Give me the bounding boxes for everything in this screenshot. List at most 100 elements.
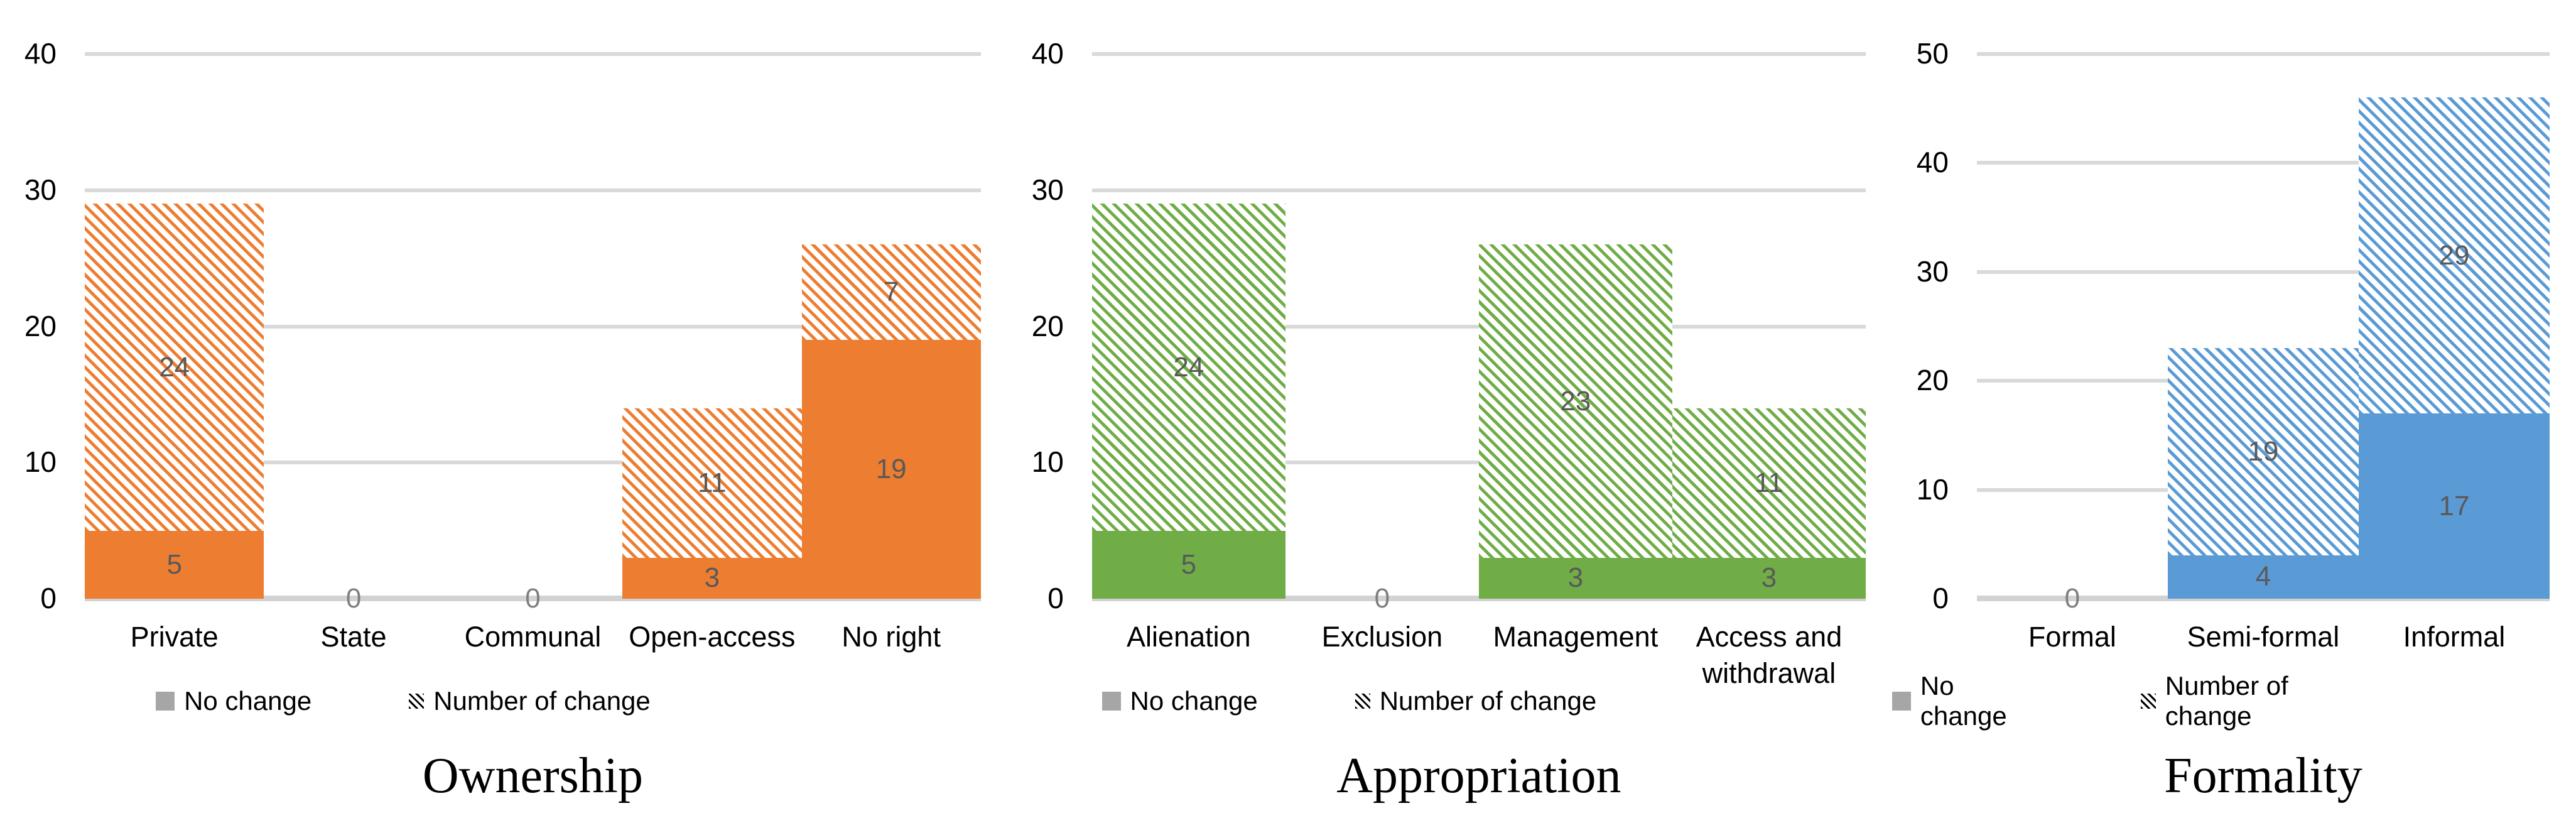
y-tick-label: 0 <box>40 582 57 615</box>
bar-value-no-change: 19 <box>875 454 907 485</box>
y-axis-appropriation: 0 10 20 30 40 <box>1007 0 1092 823</box>
bar-segment-no-change <box>85 530 264 599</box>
legend-solid-square-icon <box>1891 692 1911 711</box>
x-axis-baseline <box>85 596 981 601</box>
legend-item-no-change: No change <box>1891 671 2043 731</box>
bar-segment-no-change <box>1672 557 1866 599</box>
category-label: Semi-formal <box>2187 621 2340 653</box>
bar-segment-number-of-change <box>2167 348 2359 555</box>
gridline <box>1091 188 1866 192</box>
legend-ownership: No change Number of change <box>0 682 806 720</box>
bar-value-zero: 0 <box>525 583 541 614</box>
chart-title-ownership: Ownership <box>422 748 643 804</box>
bar-value-zero: 0 <box>345 583 362 614</box>
y-tick-label: 30 <box>1031 173 1064 206</box>
y-tick-label: 40 <box>24 37 57 70</box>
gridline <box>1976 52 2550 56</box>
legend-label: No change <box>1130 686 1258 716</box>
bar-segment-no-change <box>1478 557 1672 599</box>
bar-segment-number-of-change <box>1672 408 1866 558</box>
category-label: State <box>320 621 387 653</box>
chart-title-formality: Formality <box>2164 748 2362 804</box>
bar-segment-no-change <box>801 340 981 599</box>
bar-segment-number-of-change <box>1478 244 1672 558</box>
legend-item-number-of-change: Number of change <box>1355 686 1597 716</box>
bar-value-no-change: 3 <box>1761 562 1777 594</box>
y-tick-label: 40 <box>1916 146 1949 179</box>
category-label: Informal <box>2403 621 2506 653</box>
bar-value-number-of-change: 24 <box>159 351 190 383</box>
y-tick-label: 20 <box>1916 364 1949 397</box>
y-axis-ownership: 0 10 20 30 40 <box>0 0 85 823</box>
category-label: Open-access <box>629 621 796 653</box>
bar-value-number-of-change: 23 <box>1560 385 1591 417</box>
plot-area-formality: 0 4 19 17 29 <box>1976 52 2550 613</box>
legend-item-no-change: No change <box>156 686 311 716</box>
category-label: Management <box>1493 621 1659 653</box>
bar-value-no-change: 5 <box>1181 548 1197 580</box>
bar-value-number-of-change: 11 <box>1755 467 1783 498</box>
gridline <box>85 188 981 192</box>
category-label: Formal <box>2028 621 2116 653</box>
chart-formality: 0 10 20 30 40 50 0 4 19 17 29 Formal Semi-formal Info… <box>1891 0 2576 823</box>
bar-value-no-change: 3 <box>704 562 720 594</box>
legend-label: No change <box>184 686 312 716</box>
legend-label: Number of change <box>1379 686 1597 716</box>
gridline <box>85 52 981 56</box>
bar-value-number-of-change: 19 <box>2248 435 2279 467</box>
y-axis-formality: 0 10 20 30 40 50 <box>1892 0 1977 823</box>
chart-ownership: 0 10 20 30 40 5 24 0 0 3 11 19 7 Private State Communal… <box>0 0 1007 823</box>
legend-item-number-of-change: Number of change <box>2140 671 2375 731</box>
y-tick-label: 0 <box>1932 582 1949 615</box>
bar-segment-no-change <box>622 557 802 599</box>
gridline <box>1091 52 1866 56</box>
gridline <box>1976 270 2550 274</box>
y-tick-label: 20 <box>24 309 57 342</box>
y-tick-label: 10 <box>1031 445 1064 479</box>
y-tick-label: 20 <box>1031 309 1064 342</box>
category-label: Alienation <box>1127 621 1251 653</box>
plot-area-appropriation: 5 24 0 3 23 3 11 <box>1091 52 1866 613</box>
chart-title-appropriation: Appropriation <box>1336 748 1621 804</box>
bar-segment-no-change <box>2358 413 2550 599</box>
y-tick-label: 50 <box>1916 37 1949 70</box>
bar-value-number-of-change: 7 <box>883 276 899 308</box>
chart-appropriation: 0 10 20 30 40 5 24 0 3 23 3 11 Alienation Exclusion Ma… <box>1007 0 1892 823</box>
legend-hatch-square-icon <box>1355 694 1370 709</box>
bar-value-number-of-change: 11 <box>697 467 727 498</box>
y-tick-label: 0 <box>1047 582 1064 615</box>
category-label: No right <box>842 621 941 653</box>
bar-value-zero: 0 <box>2064 583 2081 614</box>
bar-segment-no-change <box>2167 555 2359 599</box>
y-tick-label: 10 <box>24 445 57 479</box>
legend-hatch-square-icon <box>409 694 425 709</box>
bar-segment-number-of-change <box>801 244 981 341</box>
category-label: Exclusion <box>1321 621 1443 653</box>
y-tick-label: 30 <box>24 173 57 206</box>
category-label: Communal <box>464 621 602 653</box>
legend-label: No change <box>1920 671 2007 731</box>
bar-value-no-change: 5 <box>166 548 182 580</box>
legend-formality: No change Number of change <box>1891 671 2375 731</box>
gridline <box>85 461 981 465</box>
y-tick-label: 40 <box>1031 37 1064 70</box>
gridline <box>1976 161 2550 165</box>
legend-item-no-change: No change <box>1101 686 1258 716</box>
bar-value-zero: 0 <box>1374 583 1390 614</box>
bar-value-number-of-change: 29 <box>2438 239 2470 271</box>
bar-value-no-change: 17 <box>2438 490 2470 521</box>
legend-appropriation: No change Number of change <box>1007 682 1691 720</box>
legend-label: Number of change <box>433 686 651 716</box>
legend-solid-square-icon <box>1101 692 1121 711</box>
legend-hatch-square-icon <box>2140 694 2156 709</box>
category-label: Private <box>130 621 219 653</box>
plot-area-ownership: 5 24 0 0 3 11 19 7 <box>85 52 981 613</box>
category-label: Access and withdrawal <box>1696 621 1843 689</box>
bar-segment-number-of-change <box>85 204 264 531</box>
bar-value-number-of-change: 24 <box>1173 351 1204 383</box>
y-tick-label: 10 <box>1916 472 1949 506</box>
bar-value-no-change: 4 <box>2255 561 2271 592</box>
bar-value-no-change: 3 <box>1567 562 1584 594</box>
legend-item-number-of-change: Number of change <box>409 686 651 716</box>
